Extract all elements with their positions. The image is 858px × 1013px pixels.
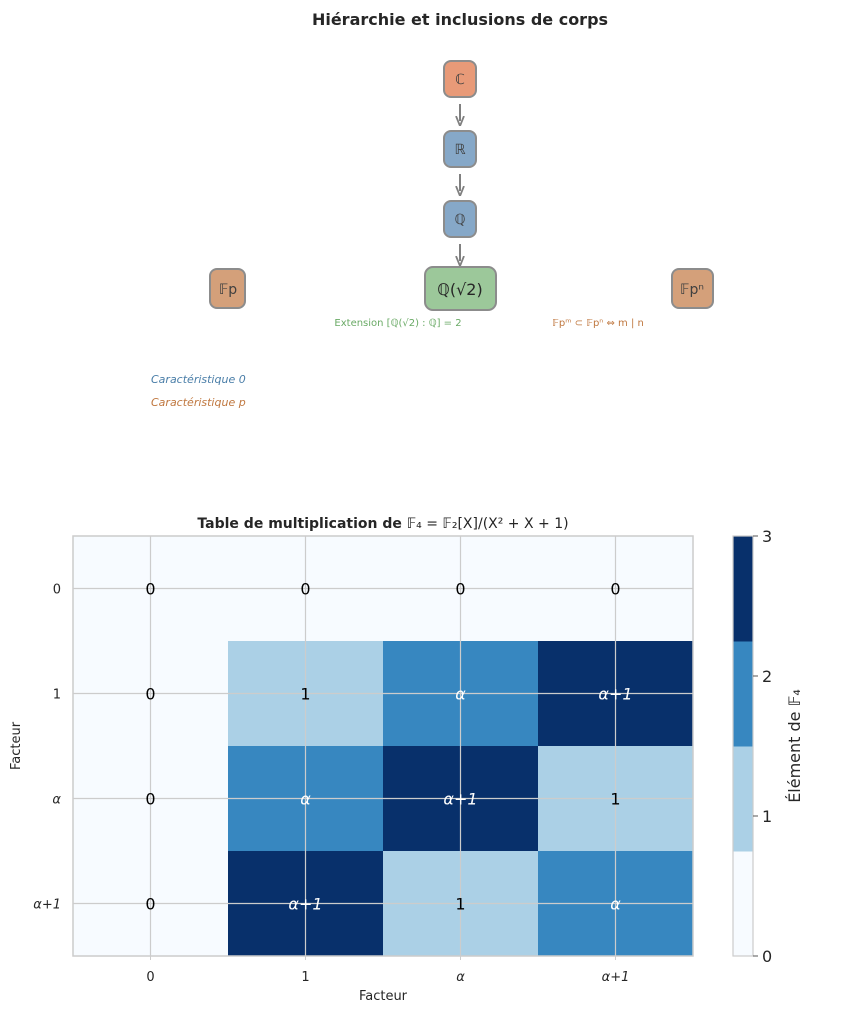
multiplication-heatmap: Table de multiplication de 𝔽₄ = 𝔽₂[X]/(X… <box>9 516 804 1004</box>
field-hierarchy-diagram: Hiérarchie et inclusions de corps ℂ ℝ ℚ … <box>151 10 714 409</box>
heatmap-cell-label: α+1 <box>443 790 477 809</box>
x-tick-label: 1 <box>301 970 309 985</box>
colorbar-tick-label: 2 <box>762 667 772 686</box>
heatmap-cell-label: 1 <box>300 685 310 704</box>
node-q-sqrt2: ℚ(√2) <box>424 266 497 311</box>
y-tick-label: 1 <box>53 688 61 703</box>
svg-text:ℝ: ℝ <box>454 142 466 158</box>
heatmap-cell-label: 0 <box>610 580 620 599</box>
heatmap-cells <box>73 536 694 957</box>
heatmap-cell-label: α+1 <box>288 895 322 914</box>
heatmap-cell-label: 1 <box>455 895 465 914</box>
colorbar-ticks: 0 1 2 3 <box>753 527 772 966</box>
svg-text:𝔽p: 𝔽p <box>219 282 237 298</box>
extension-annotation: Extension [ℚ(√2) : ℚ] = 2 <box>334 318 461 329</box>
x-axis-ticks: 0 1 α α+1 <box>146 956 629 985</box>
svg-text:ℚ: ℚ <box>454 212 465 228</box>
heatmap-frame <box>72 535 694 957</box>
heatmap-cell-label: 0 <box>145 685 155 704</box>
legend-characteristic-0: Caractéristique 0 <box>151 373 246 386</box>
subfield-annotation: 𝔽pᵐ ⊂ 𝔽pⁿ ⇔ m | n <box>552 318 644 329</box>
node-rational: ℚ <box>443 200 477 238</box>
svg-text:𝔽pⁿ: 𝔽pⁿ <box>680 282 704 298</box>
node-fp: 𝔽p <box>209 268 246 309</box>
y-tick-label: α <box>52 793 61 808</box>
x-tick-label: α <box>456 970 465 985</box>
node-complex: ℂ <box>443 60 477 98</box>
node-real: ℝ <box>443 130 477 168</box>
heatmap-title-text: Table de multiplication de <box>197 516 406 532</box>
node-fpn: 𝔽pⁿ <box>671 268 714 309</box>
legend-characteristic-p: Caractéristique p <box>151 396 246 409</box>
heatmap-gridlines <box>73 536 693 956</box>
colorbar-segment <box>733 746 753 852</box>
colorbar-tick-label: 3 <box>762 527 772 546</box>
svg-text:ℂ: ℂ <box>455 72 465 88</box>
x-tick-label: 0 <box>146 970 154 985</box>
heatmap-title-math: 𝔽₄ = 𝔽₂[X]/(X² + X + 1) <box>407 516 569 532</box>
heatmap-cell-label: 0 <box>145 580 155 599</box>
heatmap-cell-label: 0 <box>145 895 155 914</box>
y-tick-label: α+1 <box>33 898 61 913</box>
heatmap-cell-labels: 0 0 0 0 0 1 α α+1 0 α α+1 1 0 α+1 1 α <box>145 580 632 914</box>
heatmap-cell-label: α <box>610 895 621 914</box>
heatmap-cell-label: 0 <box>145 790 155 809</box>
hierarchy-title: Hiérarchie et inclusions de corps <box>312 10 608 29</box>
colorbar <box>733 536 753 957</box>
y-axis-label: Facteur <box>9 721 24 770</box>
y-tick-label: 0 <box>53 583 61 598</box>
heatmap-title: Table de multiplication de 𝔽₄ = 𝔽₂[X]/(X… <box>197 516 568 532</box>
svg-text:ℚ(√2): ℚ(√2) <box>437 280 482 299</box>
colorbar-tick-label: 1 <box>762 807 772 826</box>
colorbar-label: Élément de 𝔽₄ <box>785 689 804 803</box>
heatmap-cell-label: 1 <box>610 790 620 809</box>
heatmap-cell-label: 0 <box>455 580 465 599</box>
colorbar-tick-label: 0 <box>762 947 772 966</box>
heatmap-cell-label: α <box>455 685 466 704</box>
heatmap-cell-label: α <box>300 790 311 809</box>
heatmap-cell-label: α+1 <box>598 685 632 704</box>
colorbar-segment <box>733 536 753 642</box>
y-axis-ticks: 0 1 α α+1 <box>33 583 61 913</box>
x-axis-label: Facteur <box>359 989 408 1004</box>
heatmap-cell-label: 0 <box>300 580 310 599</box>
colorbar-frame <box>732 535 754 957</box>
colorbar-segment <box>733 851 753 957</box>
x-tick-label: α+1 <box>602 970 630 985</box>
colorbar-segment <box>733 641 753 747</box>
